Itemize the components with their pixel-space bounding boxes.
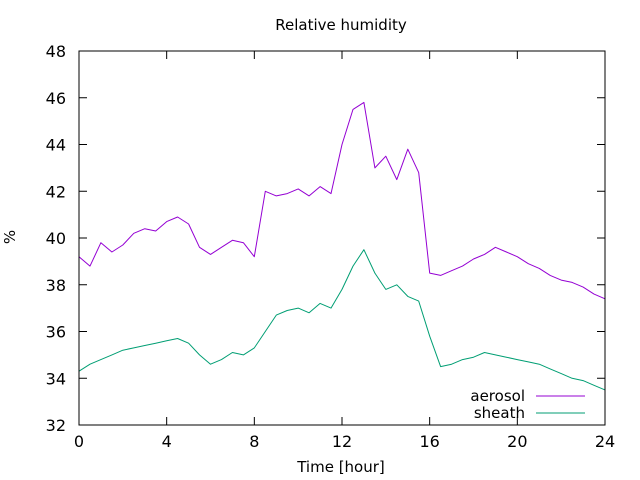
y-tick-label: 36 [46, 323, 66, 342]
x-tick-label: 24 [595, 432, 615, 451]
y-tick-label: 44 [46, 136, 66, 155]
chart-title: Relative humidity [275, 16, 407, 34]
plot-frame [78, 50, 606, 426]
y-axis-title: % [1, 230, 19, 244]
y-tick-label: 38 [46, 276, 66, 295]
series-line-aerosol [78, 101, 606, 300]
x-tick-label: 20 [507, 432, 527, 451]
x-tick-label: 4 [162, 432, 172, 451]
x-tick-label: 12 [332, 432, 352, 451]
y-tick-label: 32 [46, 416, 66, 435]
y-tick-label: 46 [46, 89, 66, 108]
x-tick-label: 8 [249, 432, 259, 451]
legend-label-aerosol: aerosol [470, 387, 525, 405]
x-tick-label: 0 [74, 432, 84, 451]
legend-label-sheath: sheath [474, 404, 525, 422]
x-axis-title: Time [hour] [296, 458, 385, 476]
series-line-sheath [78, 249, 606, 391]
y-tick-label: 48 [46, 42, 66, 61]
x-tick-label: 16 [419, 432, 439, 451]
y-tick-label: 34 [46, 369, 66, 388]
y-tick-label: 40 [46, 229, 66, 248]
series-layer [78, 101, 606, 391]
y-tick-label: 42 [46, 182, 66, 201]
